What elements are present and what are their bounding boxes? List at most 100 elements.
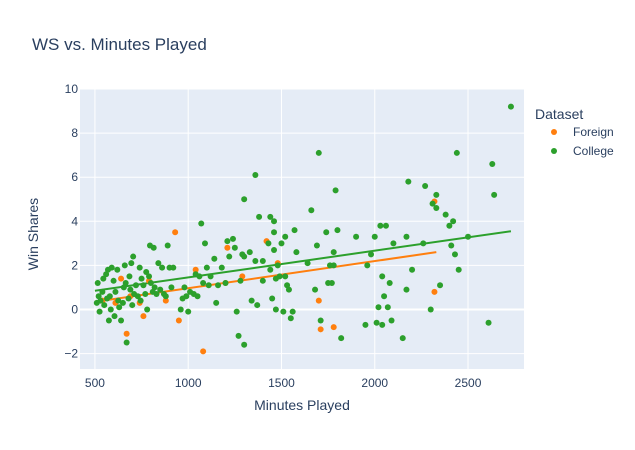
- college-point[interactable]: [267, 266, 274, 273]
- college-point[interactable]: [207, 273, 214, 280]
- college-point[interactable]: [105, 317, 112, 324]
- foreign-point[interactable]: [330, 324, 337, 331]
- college-point[interactable]: [259, 277, 266, 284]
- college-point[interactable]: [205, 282, 212, 289]
- college-point[interactable]: [108, 264, 115, 271]
- college-point[interactable]: [489, 160, 496, 167]
- college-point[interactable]: [271, 218, 278, 225]
- college-point[interactable]: [259, 257, 266, 264]
- college-point[interactable]: [293, 249, 300, 256]
- college-point[interactable]: [323, 229, 330, 236]
- college-point[interactable]: [371, 233, 378, 240]
- college-point[interactable]: [119, 299, 126, 306]
- college-point[interactable]: [144, 306, 151, 313]
- college-point[interactable]: [222, 280, 229, 287]
- college-point[interactable]: [375, 304, 382, 311]
- college-point[interactable]: [101, 302, 108, 309]
- foreign-point[interactable]: [118, 275, 125, 282]
- college-point[interactable]: [106, 293, 113, 300]
- college-point[interactable]: [451, 251, 458, 258]
- college-point[interactable]: [100, 275, 107, 282]
- college-point[interactable]: [403, 286, 410, 293]
- college-point[interactable]: [272, 306, 279, 313]
- college-point[interactable]: [168, 284, 175, 291]
- college-point[interactable]: [291, 227, 298, 234]
- college-point[interactable]: [198, 220, 205, 227]
- college-point[interactable]: [274, 262, 281, 269]
- foreign-point[interactable]: [123, 330, 130, 337]
- college-point[interactable]: [427, 306, 434, 313]
- college-point[interactable]: [123, 339, 130, 346]
- college-point[interactable]: [126, 273, 133, 280]
- college-point[interactable]: [420, 240, 427, 247]
- foreign-point[interactable]: [200, 348, 207, 355]
- legend-item-college[interactable]: College: [551, 144, 614, 158]
- college-point[interactable]: [94, 280, 101, 287]
- foreign-point[interactable]: [431, 288, 438, 295]
- college-point[interactable]: [256, 213, 263, 220]
- college-point[interactable]: [330, 262, 337, 269]
- college-point[interactable]: [382, 222, 389, 229]
- college-point[interactable]: [332, 187, 339, 194]
- college-point[interactable]: [127, 286, 134, 293]
- college-point[interactable]: [218, 264, 225, 271]
- college-point[interactable]: [118, 317, 125, 324]
- college-point[interactable]: [130, 253, 137, 260]
- college-point[interactable]: [373, 319, 380, 326]
- college-point[interactable]: [116, 304, 123, 311]
- college-point[interactable]: [271, 246, 278, 253]
- college-point[interactable]: [213, 299, 220, 306]
- college-point[interactable]: [246, 249, 253, 256]
- college-point[interactable]: [162, 293, 169, 300]
- college-point[interactable]: [491, 191, 498, 198]
- college-point[interactable]: [353, 233, 360, 240]
- college-point[interactable]: [177, 306, 184, 313]
- college-point[interactable]: [164, 242, 171, 249]
- college-point[interactable]: [132, 282, 139, 289]
- college-point[interactable]: [334, 227, 341, 234]
- college-point[interactable]: [110, 277, 117, 284]
- college-point[interactable]: [125, 295, 132, 302]
- college-point[interactable]: [170, 264, 177, 271]
- college-point[interactable]: [386, 280, 393, 287]
- college-point[interactable]: [194, 293, 201, 300]
- college-point[interactable]: [96, 308, 103, 315]
- college-point[interactable]: [390, 240, 397, 247]
- legend[interactable]: Dataset Foreign College: [535, 106, 614, 158]
- college-point[interactable]: [143, 268, 150, 275]
- college-point[interactable]: [183, 293, 190, 300]
- college-point[interactable]: [379, 321, 386, 328]
- college-point[interactable]: [252, 257, 259, 264]
- college-point[interactable]: [153, 291, 160, 298]
- college-point[interactable]: [276, 273, 283, 280]
- college-point[interactable]: [384, 304, 391, 311]
- foreign-point[interactable]: [172, 229, 179, 236]
- college-point[interactable]: [224, 238, 231, 245]
- college-point[interactable]: [233, 308, 240, 315]
- foreign-point[interactable]: [140, 313, 147, 320]
- college-point[interactable]: [267, 213, 274, 220]
- college-point[interactable]: [446, 222, 453, 229]
- college-point[interactable]: [201, 240, 208, 247]
- legend-item-foreign[interactable]: Foreign: [551, 125, 614, 139]
- college-point[interactable]: [146, 273, 153, 280]
- college-point[interactable]: [429, 200, 436, 207]
- college-point[interactable]: [203, 264, 210, 271]
- college-point[interactable]: [388, 317, 395, 324]
- college-point[interactable]: [448, 242, 455, 249]
- college-point[interactable]: [285, 286, 292, 293]
- college-point[interactable]: [433, 205, 440, 212]
- college-point[interactable]: [328, 280, 335, 287]
- college-point[interactable]: [137, 297, 144, 304]
- college-point[interactable]: [399, 335, 406, 342]
- college-point[interactable]: [185, 308, 192, 315]
- foreign-point[interactable]: [224, 244, 231, 251]
- college-point[interactable]: [136, 264, 143, 271]
- college-point[interactable]: [304, 260, 311, 267]
- college-point[interactable]: [330, 249, 337, 256]
- college-point[interactable]: [507, 103, 514, 110]
- college-point[interactable]: [248, 297, 255, 304]
- college-point[interactable]: [368, 251, 375, 258]
- college-point[interactable]: [157, 286, 164, 293]
- college-point[interactable]: [409, 266, 416, 273]
